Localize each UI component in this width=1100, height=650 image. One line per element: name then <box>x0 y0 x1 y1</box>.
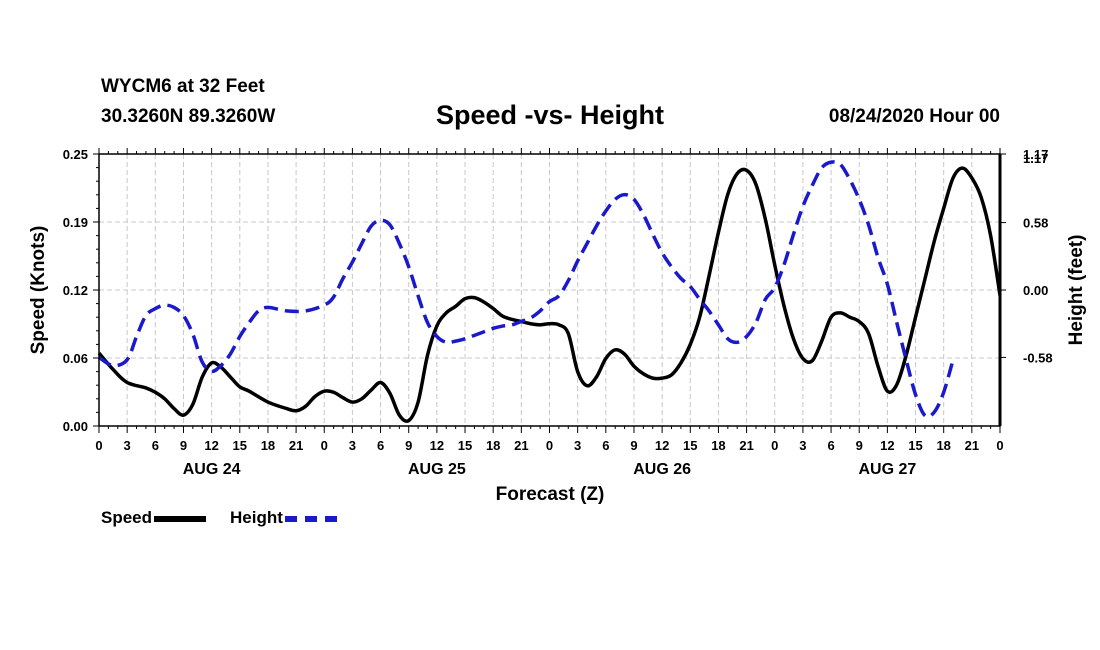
series-line-height <box>98 160 955 419</box>
x-tick-label: 3 <box>349 438 356 453</box>
legend-height-swatch <box>284 515 337 522</box>
x-tick-label: 18 <box>486 438 500 453</box>
x-tick-label: 12 <box>880 438 894 453</box>
day-label: AUG 24 <box>183 461 241 478</box>
day-label: AUG 25 <box>408 461 466 478</box>
legend-speed-swatch <box>154 515 207 522</box>
y-left-tick-label: 0.19 <box>63 215 88 230</box>
x-tick-label: 6 <box>377 438 384 453</box>
x-tick-label: 21 <box>289 438 303 453</box>
x-tick-label: 9 <box>405 438 412 453</box>
day-label: AUG 26 <box>633 461 691 478</box>
legend-speed: Speed <box>101 508 207 528</box>
y-left-tick-label: 0.12 <box>63 283 88 298</box>
y-left-tick-label: 0.00 <box>63 419 88 434</box>
x-tick-label: 6 <box>827 438 834 453</box>
x-tick-label: 0 <box>996 438 1003 453</box>
x-tick-label: 15 <box>683 438 697 453</box>
x-tick-label: 0 <box>95 438 102 453</box>
y-right-tick-label: 1.17 <box>1023 147 1048 162</box>
x-tick-label: 12 <box>204 438 218 453</box>
x-tick-label: 12 <box>655 438 669 453</box>
day-label: AUG 27 <box>858 461 916 478</box>
series-line-speed <box>97 166 1002 424</box>
x-tick-label: 21 <box>739 438 753 453</box>
chart-title: Speed -vs- Height <box>435 100 665 130</box>
x-tick-label: 18 <box>261 438 275 453</box>
left-axis-title: Speed (Knots) <box>28 226 49 355</box>
x-tick-label: 12 <box>430 438 444 453</box>
y-right-tick-label: 0.58 <box>1023 216 1048 231</box>
x-tick-label: 0 <box>321 438 328 453</box>
x-tick-label: 9 <box>630 438 637 453</box>
legend-height: Height <box>230 508 337 528</box>
x-tick-label: 6 <box>152 438 159 453</box>
x-tick-label: 9 <box>180 438 187 453</box>
x-tick-label: 3 <box>799 438 806 453</box>
x-tick-label: 0 <box>546 438 553 453</box>
x-tick-label: 21 <box>965 438 979 453</box>
x-axis-title: Forecast (Z) <box>496 484 605 505</box>
y-right-tick-label: 0.00 <box>1023 283 1048 298</box>
right-axis-title: Height (feet) <box>1066 235 1087 346</box>
station-label: WYCM6 at 32 Feet <box>101 76 265 97</box>
x-tick-label: 18 <box>936 438 950 453</box>
y-right-tick-label: -0.58 <box>1023 350 1053 365</box>
tick-labels: 0 3 6 9 12 15 18 21 0 3 6 9 12 15 18 21 0 3 6 9 12 15 18 21 0 3 6 9… <box>63 147 1053 478</box>
x-tick-label: 18 <box>711 438 725 453</box>
x-tick-label: 6 <box>602 438 609 453</box>
series-layer <box>97 160 1002 424</box>
x-tick-label: 0 <box>771 438 778 453</box>
legend-speed-label: Speed <box>101 508 153 527</box>
x-tick-label: 3 <box>124 438 131 453</box>
x-tick-label: 15 <box>233 438 247 453</box>
ticks <box>93 148 1006 433</box>
x-tick-label: 15 <box>458 438 472 453</box>
forecast-datetime: 08/24/2020 Hour 00 <box>828 106 1000 127</box>
x-tick-label: 15 <box>908 438 922 453</box>
x-tick-label: 9 <box>856 438 863 453</box>
grid <box>99 154 1000 426</box>
x-tick-label: 3 <box>574 438 581 453</box>
y-left-tick-label: 0.06 <box>63 351 88 366</box>
x-tick-label: 21 <box>514 438 528 453</box>
legend-height-label: Height <box>230 508 283 527</box>
y-right-tick-label: 1.17 <box>1023 151 1048 166</box>
y-left-tick-label: 0.25 <box>63 147 88 162</box>
coordinates-label: 30.3260N 89.3260W <box>101 106 276 127</box>
